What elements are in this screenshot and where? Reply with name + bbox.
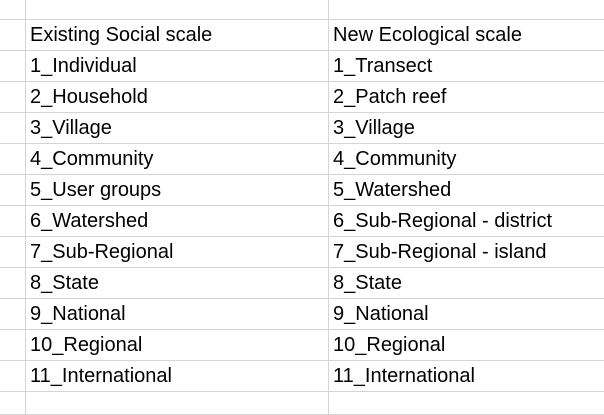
cell-ecological[interactable]: 6_Sub-Regional - district	[329, 206, 604, 237]
cell-gutter[interactable]	[0, 299, 26, 330]
cell-gutter[interactable]	[0, 144, 26, 175]
cell-empty[interactable]	[26, 0, 329, 20]
cell-gutter[interactable]	[0, 0, 26, 20]
cell-gutter[interactable]	[0, 268, 26, 299]
cell-social[interactable]: 5_User groups	[26, 175, 329, 206]
cell-empty[interactable]	[329, 0, 604, 20]
cell-gutter[interactable]	[0, 51, 26, 82]
cell-empty[interactable]	[329, 392, 604, 415]
cell-social[interactable]: 6_Watershed	[26, 206, 329, 237]
cell-social[interactable]: 3_Village	[26, 113, 329, 144]
header-social-scale[interactable]: Existing Social scale	[26, 20, 329, 51]
cell-gutter[interactable]	[0, 206, 26, 237]
cell-social[interactable]: 10_Regional	[26, 330, 329, 361]
cell-ecological[interactable]: 4_Community	[329, 144, 604, 175]
cell-ecological[interactable]: 2_Patch reef	[329, 82, 604, 113]
cell-gutter[interactable]	[0, 20, 26, 51]
cell-social[interactable]: 7_Sub-Regional	[26, 237, 329, 268]
cell-ecological[interactable]: 9_National	[329, 299, 604, 330]
cell-ecological[interactable]: 7_Sub-Regional - island	[329, 237, 604, 268]
cell-social[interactable]: 1_Individual	[26, 51, 329, 82]
cell-gutter[interactable]	[0, 361, 26, 392]
cell-social[interactable]: 8_State	[26, 268, 329, 299]
cell-gutter[interactable]	[0, 113, 26, 144]
cell-ecological[interactable]: 3_Village	[329, 113, 604, 144]
cell-gutter[interactable]	[0, 175, 26, 206]
cell-social[interactable]: 2_Household	[26, 82, 329, 113]
cell-ecological[interactable]: 5_Watershed	[329, 175, 604, 206]
cell-ecological[interactable]: 1_Transect	[329, 51, 604, 82]
cell-social[interactable]: 4_Community	[26, 144, 329, 175]
cell-social[interactable]: 11_International	[26, 361, 329, 392]
cell-empty[interactable]	[26, 392, 329, 415]
cell-ecological[interactable]: 8_State	[329, 268, 604, 299]
cell-ecological[interactable]: 10_Regional	[329, 330, 604, 361]
cell-gutter[interactable]	[0, 392, 26, 415]
header-ecological-scale[interactable]: New Ecological scale	[329, 20, 604, 51]
cell-social[interactable]: 9_National	[26, 299, 329, 330]
cell-gutter[interactable]	[0, 330, 26, 361]
cell-gutter[interactable]	[0, 82, 26, 113]
cell-ecological[interactable]: 11_International	[329, 361, 604, 392]
cell-gutter[interactable]	[0, 237, 26, 268]
